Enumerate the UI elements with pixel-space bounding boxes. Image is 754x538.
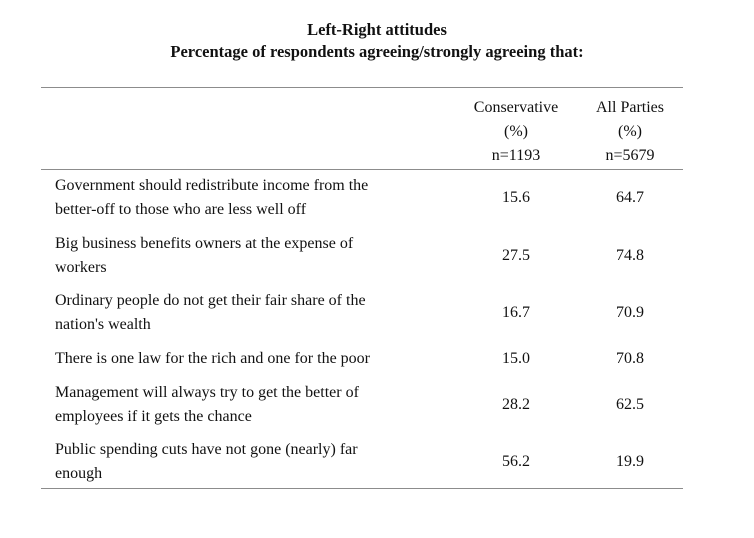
column-sample-size: n=5679 (605, 147, 655, 164)
all-parties-value: 64.7 (616, 189, 644, 206)
statement-line: nation's wealth (55, 316, 151, 333)
conservative-value: 15.0 (502, 350, 530, 367)
statement-line: Public spending cuts have not gone (near… (55, 441, 358, 458)
statement-line: Ordinary people do not get their fair sh… (55, 292, 366, 309)
column-name: Conservative (473, 99, 559, 116)
all-parties-value: 74.8 (616, 247, 644, 264)
row-statement: Big business benefits owners at the expe… (55, 232, 435, 280)
row-statement: Ordinary people do not get their fair sh… (55, 289, 435, 337)
conservative-value: 15.6 (502, 189, 530, 206)
row-statement: Public spending cuts have not gone (near… (55, 438, 435, 486)
all-parties-value: 70.8 (616, 350, 644, 367)
table-subtitle: Percentage of respondents agreeing/stron… (170, 42, 584, 61)
statement-line: Big business benefits owners at the expe… (55, 235, 354, 252)
statement-line: Management will always try to get the be… (55, 384, 359, 401)
column-header-all-parties: All Parties (%) n=5679 (578, 96, 682, 168)
conservative-value: 56.2 (502, 453, 530, 470)
row-statement: Management will always try to get the be… (55, 381, 435, 429)
column-unit: (%) (618, 123, 642, 140)
column-header-conservative: Conservative (%) n=1193 (454, 96, 578, 168)
statement-line: workers (55, 259, 107, 276)
bottom-rule (41, 488, 683, 489)
statement-line: Government should redistribute income fr… (55, 177, 369, 194)
table-title-block: Left-Right attitudes Percentage of respo… (0, 19, 754, 63)
conservative-value: 16.7 (502, 304, 530, 321)
statement-line: There is one law for the rich and one fo… (55, 350, 370, 367)
conservative-value: 28.2 (502, 396, 530, 413)
column-sample-size: n=1193 (491, 147, 541, 164)
all-parties-value: 70.9 (616, 304, 644, 321)
statement-line: employees if it gets the chance (55, 408, 252, 425)
all-parties-value: 62.5 (616, 396, 644, 413)
column-unit: (%) (504, 123, 528, 140)
table-title: Left-Right attitudes (307, 20, 447, 39)
row-statement: Government should redistribute income fr… (55, 174, 435, 222)
row-statement: There is one law for the rich and one fo… (55, 347, 435, 371)
statement-line: better-off to those who are less well of… (55, 201, 307, 218)
conservative-value: 27.5 (502, 247, 530, 264)
all-parties-value: 19.9 (616, 453, 644, 470)
column-name: All Parties (596, 99, 664, 116)
header-rule (41, 169, 683, 170)
top-rule (41, 87, 683, 88)
statement-line: enough (55, 465, 103, 482)
